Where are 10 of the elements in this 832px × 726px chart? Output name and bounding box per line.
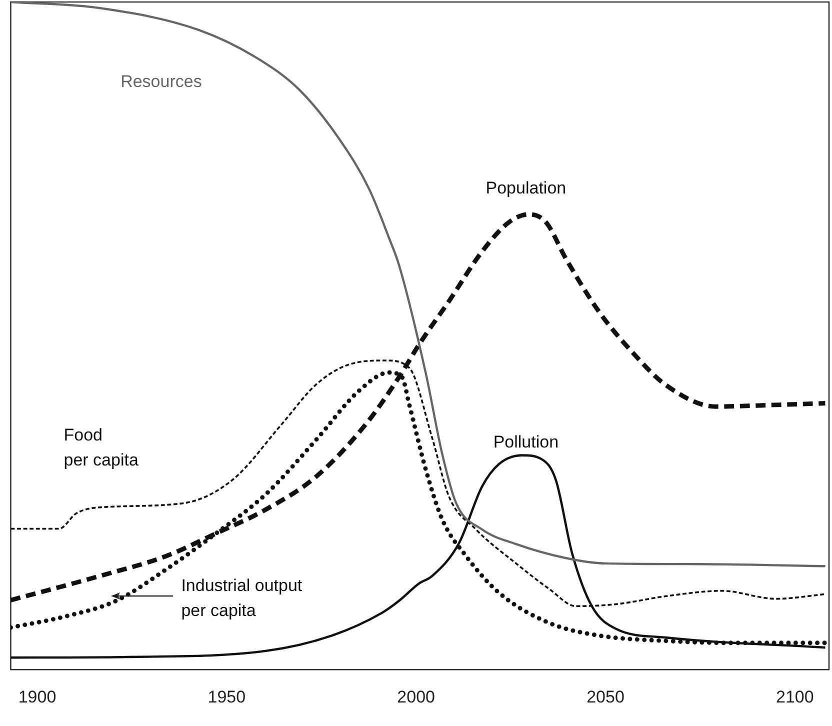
x-tick-label: 2000	[397, 687, 435, 706]
x-tick-label: 2100	[776, 687, 814, 706]
series-label: Industrial output per capita	[181, 576, 302, 620]
text: Food per capita	[64, 426, 139, 470]
series-label: Population	[486, 178, 566, 198]
x-tick-label: 1900	[18, 687, 56, 706]
text: Resources	[120, 72, 202, 91]
x-tick-label: 2050	[586, 687, 624, 706]
x-tick-label: 1950	[208, 687, 246, 706]
series-label: Pollution	[493, 432, 559, 452]
